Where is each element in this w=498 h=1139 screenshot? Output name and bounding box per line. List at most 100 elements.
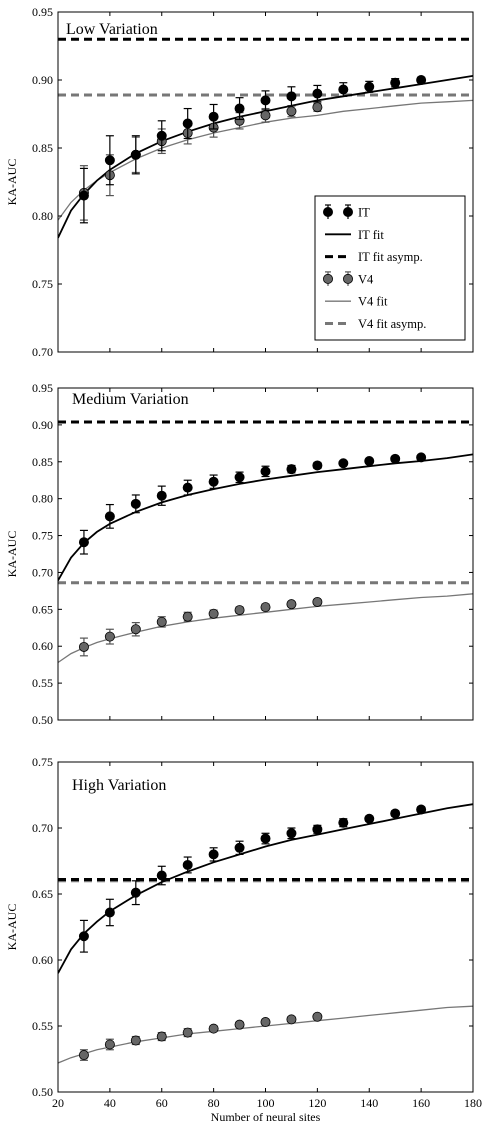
data-point-v4 (260, 110, 271, 121)
data-point-it (338, 817, 349, 828)
data-point-it (286, 464, 297, 475)
data-point-it (156, 130, 167, 141)
chart-panel-3: 0.50 0.55 0.60 0.65 0.70 0.75 20 40 60 80 100 120 14… (5, 755, 482, 1124)
data-point-it (156, 490, 167, 501)
data-point-it (390, 453, 401, 464)
plot-area (58, 803, 473, 1064)
data-point-it (416, 75, 427, 86)
data-point-it (260, 466, 271, 477)
x-tick-label: 180 (464, 1096, 482, 1110)
data-point-it (182, 482, 193, 493)
plot-area (58, 37, 473, 239)
y-axis-label: KA-AUC (5, 531, 19, 578)
legend-label: IT fit asymp. (358, 250, 423, 264)
y-tick-label: 0.80 (32, 209, 53, 223)
data-point-v4 (234, 1019, 245, 1030)
data-point-it (416, 452, 427, 463)
data-point-v4 (156, 616, 167, 627)
data-point-it (208, 111, 219, 122)
plot-frame (57, 11, 474, 353)
legend-marker (342, 206, 353, 217)
data-point-it (234, 842, 245, 853)
y-tick-label: 0.60 (32, 953, 53, 967)
data-point-v4 (104, 631, 115, 642)
x-tick-label: 120 (308, 1096, 326, 1110)
legend-label: IT fit (358, 228, 384, 242)
legend-label: V4 fit asymp. (358, 317, 426, 331)
data-point-it (312, 460, 323, 471)
plot-frame (57, 761, 474, 1093)
y-tick-label: 0.50 (32, 713, 53, 727)
legend-item-v4: V4 (322, 271, 374, 286)
x-tick-label: 140 (360, 1096, 378, 1110)
data-point-v4 (130, 1035, 141, 1046)
data-point-it (78, 537, 89, 548)
data-point-v4 (286, 106, 297, 117)
data-point-it (78, 931, 89, 942)
legend-item-it-fit: IT fit (325, 228, 384, 242)
y-tick-label: 0.90 (32, 73, 53, 87)
data-point-v4 (104, 1039, 115, 1050)
y-tick-label: 0.60 (32, 639, 53, 653)
panel-title: High Variation (72, 777, 166, 794)
chart-panel-1: 0.70 0.75 0.80 0.85 0.90 0.95 KA-AUC Low Variat… (5, 5, 474, 359)
y-tick-label: 0.75 (32, 529, 53, 543)
legend-item-v4-fit-asymp: V4 fit asymp. (325, 317, 426, 331)
data-point-v4 (78, 1050, 89, 1061)
data-point-v4 (312, 1011, 323, 1022)
legend-label: V4 (358, 272, 374, 286)
y-tick-label: 0.70 (32, 821, 53, 835)
y-tick-label: 0.70 (32, 345, 53, 359)
data-point-it (156, 870, 167, 881)
y-tick-label: 0.55 (32, 676, 53, 690)
data-point-it (130, 887, 141, 898)
data-point-v4 (260, 602, 271, 613)
data-point-it (104, 907, 115, 918)
data-point-it (364, 813, 375, 824)
x-tick-label: 40 (104, 1096, 116, 1110)
data-point-v4 (208, 1023, 219, 1034)
y-tick-label: 0.70 (32, 565, 53, 579)
data-point-it (130, 149, 141, 160)
panel-title: Low Variation (66, 21, 158, 38)
data-point-v4 (286, 599, 297, 610)
data-point-it (390, 808, 401, 819)
data-point-it (312, 824, 323, 835)
legend-box (314, 195, 466, 341)
data-point-v4 (260, 1017, 271, 1028)
data-point-v4 (208, 608, 219, 619)
data-point-it (130, 498, 141, 509)
data-point-it (338, 458, 349, 469)
data-point-v4 (286, 1014, 297, 1025)
data-point-it (416, 804, 427, 815)
data-point-it (390, 77, 401, 88)
chart-panel-2: 0.50 0.55 0.60 0.65 0.70 0.75 0.80 0.85 0.90 0.95… (5, 381, 474, 727)
legend-item-v4-fit: V4 fit (325, 295, 388, 309)
legend-label: IT (358, 206, 370, 220)
data-point-v4 (182, 611, 193, 622)
data-point-it (78, 190, 89, 201)
fit-line-it (58, 803, 473, 974)
y-tick-label: 0.55 (32, 1019, 53, 1033)
plot-frame (57, 387, 474, 721)
y-tick-label: 0.90 (32, 418, 53, 432)
legend-marker (342, 273, 353, 284)
data-point-it (260, 95, 271, 106)
y-tick-label: 0.85 (32, 455, 53, 469)
data-point-it (364, 456, 375, 467)
x-tick-label: 100 (257, 1096, 275, 1110)
y-tick-label: 0.80 (32, 492, 53, 506)
legend-label: V4 fit (358, 295, 388, 309)
x-tick-label: 160 (412, 1096, 430, 1110)
x-axis-label: Number of neural sites (211, 1110, 321, 1124)
y-tick-label: 0.95 (32, 5, 53, 19)
data-point-it (364, 81, 375, 92)
y-tick-label: 0.95 (32, 381, 53, 395)
data-point-it (208, 849, 219, 860)
y-tick-label: 0.75 (32, 755, 53, 769)
y-axis-label: KA-AUC (5, 159, 19, 206)
legend-marker (322, 206, 333, 217)
legend-marker (322, 273, 333, 284)
data-point-it (338, 84, 349, 95)
x-tick-label: 60 (156, 1096, 168, 1110)
